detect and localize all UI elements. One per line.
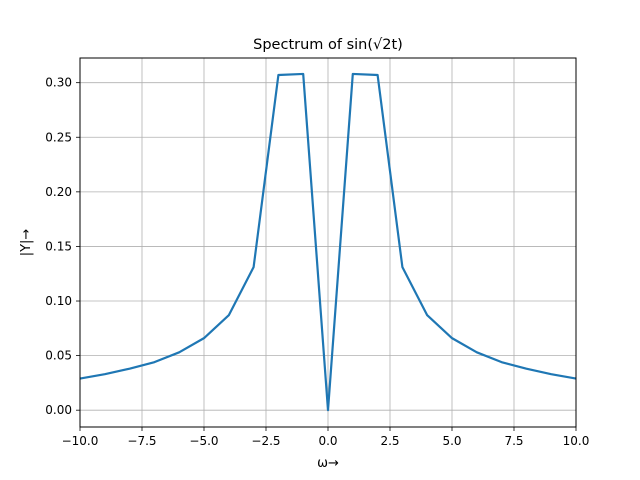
x-tick-label: −10.0 (62, 434, 99, 448)
x-tick-label: 5.0 (442, 434, 461, 448)
x-tick-label: −2.5 (251, 434, 280, 448)
x-tick-label: 0.0 (318, 434, 337, 448)
y-tick-label: 0.00 (45, 403, 72, 417)
ticks: −10.0 −7.5 −5.0 −2.5 0.0 2.5 5.0 7.5 10.0 0.00 0.0… (45, 76, 589, 448)
x-axis-label: ω→ (317, 456, 339, 471)
y-axis-label: |Y|→ (19, 229, 34, 257)
x-tick-label: 2.5 (380, 434, 399, 448)
chart-title: Spectrum of sin(√2t) (253, 37, 403, 53)
y-tick-label: 0.10 (45, 294, 72, 308)
series-line (79, 72, 577, 412)
y-tick-label: 0.25 (45, 130, 72, 144)
x-tick-label: 10.0 (563, 434, 590, 448)
y-tick-label: 0.15 (45, 239, 72, 253)
y-tick-label: 0.20 (45, 185, 72, 199)
x-tick-label: 7.5 (504, 434, 523, 448)
series-layer (79, 72, 577, 412)
y-tick-label: 0.05 (45, 349, 72, 363)
y-tick-label: 0.30 (45, 76, 72, 90)
x-tick-label: −7.5 (127, 434, 156, 448)
x-tick-label: −5.0 (189, 434, 218, 448)
grid (79, 58, 577, 427)
